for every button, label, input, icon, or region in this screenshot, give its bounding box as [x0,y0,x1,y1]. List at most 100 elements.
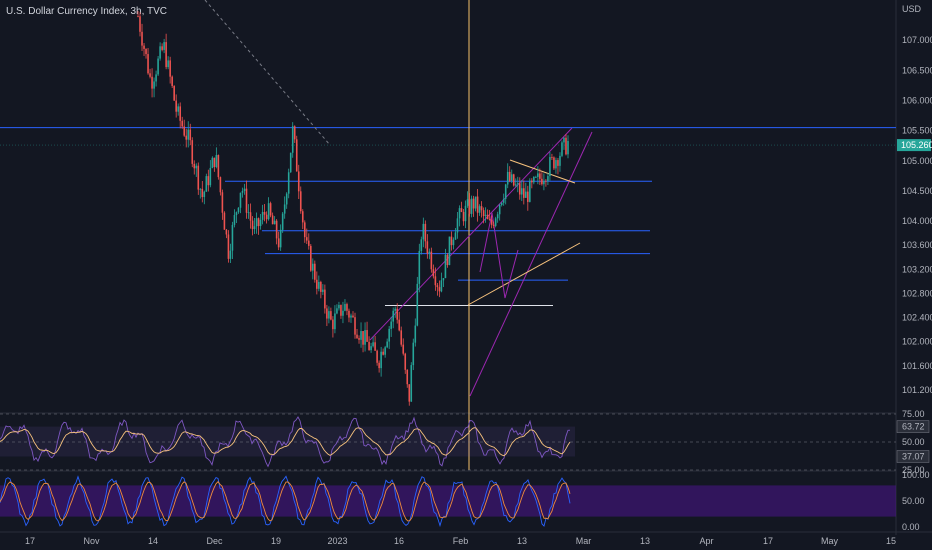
drawings[interactable] [204,0,593,470]
candle-body [217,154,220,178]
candle-body [454,232,457,240]
candle-body [181,120,184,127]
candle-body [444,254,447,279]
candle-body [205,176,208,192]
candle-body [223,212,226,230]
candle-body [372,342,374,347]
stoch-d-line [0,480,571,522]
stochastic-panel [0,475,896,528]
time-tick-label: 17 [763,536,773,546]
candle-body [420,239,423,252]
candle-body [195,165,198,169]
candle-body [267,203,270,220]
candle-body [356,334,358,339]
candle-body [462,211,465,222]
last-price-tag [897,139,931,152]
candle-body [165,42,167,68]
candle-body [362,331,364,345]
candle-body [436,285,439,288]
candle-body [494,218,497,226]
candle-body [557,160,559,166]
time-tick-label: 14 [148,536,158,546]
candle-body [173,85,175,101]
time-tick-label: Nov [83,536,100,546]
candle-body [448,236,451,266]
candle-body [145,48,147,55]
candle-body [197,165,200,190]
candle-body [478,206,481,213]
candle-body [428,251,431,254]
candle-body [307,240,310,246]
candle-body [157,58,159,75]
candle-body [406,369,409,385]
candle-body [438,287,441,292]
candle-body [318,281,320,289]
candle-body [249,212,252,221]
rsi-tick-label: 75.00 [902,409,925,419]
candle-body [535,176,537,178]
candle-body [219,177,222,193]
candle-body [209,167,212,186]
channel-upper [369,127,573,341]
candle-body [492,224,495,226]
candle-body [273,220,276,225]
candle-body [293,126,296,140]
candle-body [227,234,230,259]
rsi-band-label: 37.07 [902,451,925,461]
stoch-k-line [0,475,571,528]
candle-body [412,342,415,366]
candle-body [281,213,284,230]
horizontal-levels[interactable] [0,127,896,306]
candle-body [474,196,477,209]
candle-body [366,330,368,342]
candle-body [520,188,523,195]
candle-body [400,330,403,345]
candle-body [418,251,421,284]
candle-body [545,180,547,182]
candle-body [241,190,244,193]
candle-body [458,208,461,219]
time-tick-label: Dec [206,536,223,546]
candle-body [529,180,531,202]
candle-body [159,46,161,59]
candle-body [340,304,342,316]
candle-body [330,311,332,320]
candle-body [442,278,445,281]
chart-title: U.S. Dollar Currency Index, 3h, TVC [6,6,167,17]
candle-body [460,208,463,212]
time-axis[interactable]: 17 Nov 14 Dec 19 2023 16 Feb 13 Mar 13 Apr 17 May 15 [25,536,896,546]
candle-body [440,280,443,292]
candle-body [472,198,475,209]
candle-body [398,319,401,331]
candle-body [201,188,204,198]
candle-body [336,308,338,314]
rsi-tick-label: 25.00 [902,465,925,475]
candle-body [147,54,149,74]
candle-body [199,188,202,190]
candle-body [277,238,280,248]
candle-body [360,331,362,340]
candle-body [537,173,539,177]
candle-body [185,135,188,140]
candle-body [354,317,356,335]
time-tick-label: Mar [576,536,592,546]
price-axis[interactable]: USD 107.000 106.500 106.000 105.500 105.000 10… [896,4,932,532]
candle-body [177,106,179,112]
candle-body [456,218,459,233]
candle-body [301,211,304,223]
candle-body [310,245,312,271]
rsi-tick-label: 50.00 [902,437,925,447]
candle-body [297,171,300,192]
time-tick-label: 16 [394,536,404,546]
candle-body [338,304,340,309]
candle-body [510,174,513,181]
candle-body [269,203,272,216]
candles [137,10,569,406]
candle-body [137,16,139,17]
price-tick-label: 102.000 [902,337,932,347]
candle-body [305,237,308,241]
candle-body [410,365,413,402]
candle-body [422,223,425,240]
candle-body [346,304,348,311]
